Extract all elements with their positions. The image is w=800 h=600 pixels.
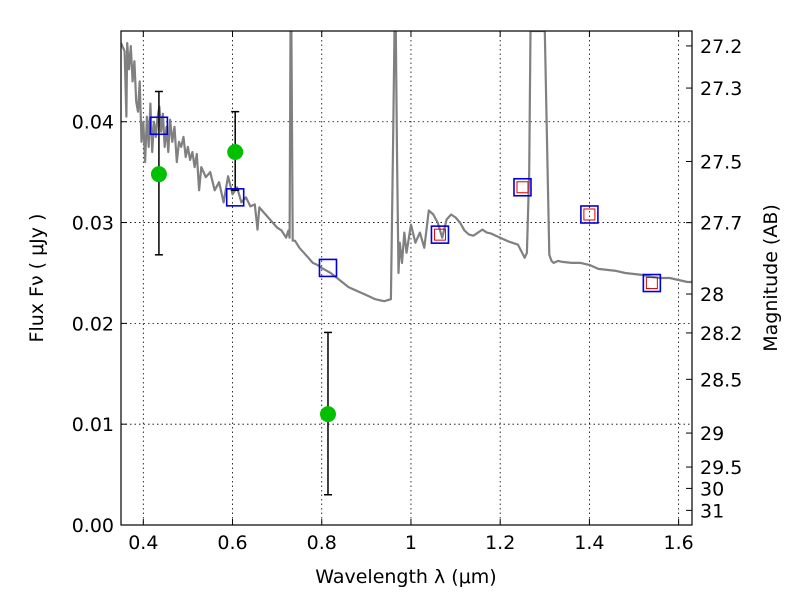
right-axis-label: Magnitude (AB)	[760, 204, 782, 352]
x-tick-label: 1	[405, 532, 417, 554]
model-point	[225, 188, 245, 207]
y-tick-label: 0.03	[72, 213, 114, 235]
y-axis-label: Flux Fν ( μJy )	[26, 214, 48, 343]
model-point-ir	[583, 208, 596, 221]
y-tick-label: 0.02	[72, 313, 114, 335]
x-tick-label: 0.6	[217, 532, 247, 554]
x-axis-label: Wavelength λ (μm)	[315, 566, 496, 588]
right-tick-label: 31	[700, 500, 724, 522]
x-axis: 0.4 0.6 0.8 1 1.2 1.4 1.6	[128, 31, 694, 554]
right-tick-label: 27.3	[700, 78, 742, 100]
right-tick-label: 27.7	[700, 213, 742, 235]
model-point	[580, 205, 599, 224]
plot-content	[121, 31, 692, 496]
y-axis: 0.00 0.01 0.02 0.03 0.04	[72, 112, 127, 537]
right-tick-label: 29.5	[700, 457, 742, 479]
y-tick-label: 0.00	[72, 515, 114, 537]
observed-point	[150, 166, 167, 183]
model-point-ir	[516, 181, 529, 194]
x-tick-label: 1.6	[664, 532, 694, 554]
observed-photometry	[150, 143, 336, 423]
model-point-ir	[645, 277, 658, 290]
model-point	[513, 177, 532, 197]
model-point-ir	[433, 228, 446, 241]
right-tick-label: 30	[700, 478, 724, 500]
right-tick-label: 27.5	[700, 151, 742, 173]
x-tick-label: 1.4	[574, 532, 604, 554]
y-tick-label: 0.01	[72, 414, 114, 436]
observed-point	[227, 143, 244, 160]
model-point	[430, 225, 450, 244]
plot-frame	[120, 30, 693, 526]
model-point	[642, 273, 662, 293]
model-photometry	[149, 116, 662, 293]
model-point	[149, 116, 169, 136]
sed-line	[121, 31, 692, 303]
x-tick-label: 0.8	[307, 532, 337, 554]
right-tick-label: 27.2	[700, 36, 742, 58]
right-tick-label: 28.2	[700, 323, 742, 345]
model-point	[318, 258, 338, 278]
right-tick-label: 28	[700, 284, 724, 306]
sed-model	[121, 31, 692, 303]
observed-point	[319, 406, 336, 423]
grid	[121, 31, 692, 525]
x-tick-label: 0.4	[128, 532, 158, 554]
y-tick-label: 0.04	[72, 112, 114, 134]
x-tick-label: 1.2	[485, 532, 515, 554]
right-tick-label: 29	[700, 423, 724, 445]
right-tick-label: 28.5	[700, 369, 742, 391]
